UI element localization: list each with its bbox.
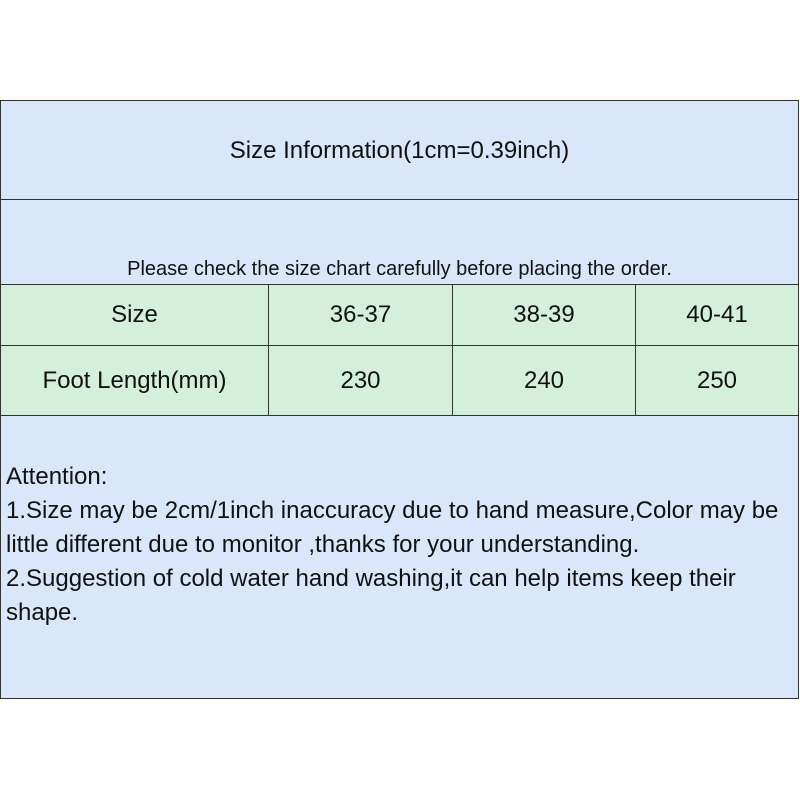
header-cell: 38-39 <box>452 284 636 346</box>
cell: 230 <box>268 345 453 416</box>
notice: Please check the size chart carefully be… <box>0 199 799 285</box>
header-cell: 36-37 <box>268 284 453 346</box>
attention-heading: Attention: <box>6 463 108 490</box>
header-cell: Size <box>0 284 269 346</box>
header-cell: 40-41 <box>635 284 799 346</box>
table-row: Foot Length(mm) 230 240 250 <box>0 345 799 416</box>
size-table: Size 36-37 38-39 40-41 Foot Length(mm) 2… <box>0 284 799 416</box>
notice-text: Please check the size chart carefully be… <box>127 258 672 280</box>
row-label: Foot Length(mm) <box>0 345 269 416</box>
attention-item: 1.Size may be 2cm/1inch inaccuracy due t… <box>6 497 779 558</box>
cell: 240 <box>452 345 636 416</box>
title-text: Size Information(1cm=0.39inch) <box>229 136 570 164</box>
cell: 250 <box>635 345 799 416</box>
attention-section: Attention: 1.Size may be 2cm/1inch inacc… <box>0 415 799 699</box>
chart-title: Size Information(1cm=0.39inch) <box>0 100 799 200</box>
attention-item: 2.Suggestion of cold water hand washing,… <box>6 565 736 626</box>
table-row: Size 36-37 38-39 40-41 <box>0 284 799 346</box>
